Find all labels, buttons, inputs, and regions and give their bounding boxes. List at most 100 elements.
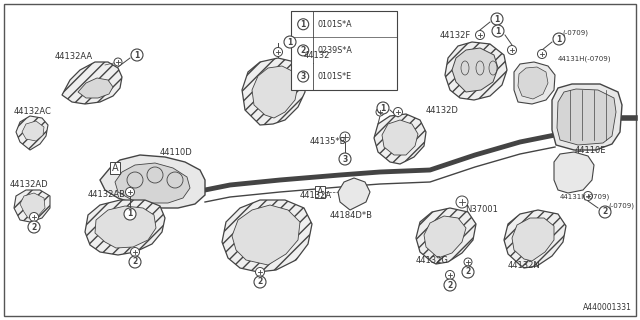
Polygon shape (514, 62, 555, 104)
Polygon shape (504, 210, 566, 268)
Polygon shape (62, 62, 122, 104)
Polygon shape (512, 218, 554, 261)
Polygon shape (557, 89, 616, 145)
Circle shape (377, 102, 389, 114)
Polygon shape (85, 200, 165, 255)
Text: 2: 2 (31, 222, 36, 231)
Text: 1: 1 (494, 14, 500, 23)
Polygon shape (552, 84, 622, 150)
Circle shape (464, 258, 472, 266)
Polygon shape (16, 116, 48, 150)
Polygon shape (374, 114, 426, 164)
Text: 3: 3 (301, 72, 306, 81)
Polygon shape (95, 206, 156, 248)
Polygon shape (452, 48, 498, 92)
Text: 1: 1 (301, 20, 306, 29)
Circle shape (273, 47, 282, 57)
Polygon shape (382, 120, 418, 155)
Text: 2: 2 (447, 281, 452, 290)
Circle shape (298, 45, 308, 56)
Circle shape (538, 50, 547, 59)
Text: 44132D: 44132D (426, 106, 459, 115)
Circle shape (29, 212, 38, 221)
Text: 44184D*B: 44184D*B (330, 211, 373, 220)
Text: 44132AB: 44132AB (88, 190, 126, 199)
Text: 2: 2 (301, 46, 306, 55)
Text: A: A (112, 163, 118, 173)
Polygon shape (222, 200, 312, 272)
Polygon shape (445, 42, 507, 100)
Circle shape (584, 191, 593, 201)
Text: 0239S*A: 0239S*A (317, 46, 352, 55)
Text: 2: 2 (132, 258, 138, 267)
Circle shape (553, 33, 565, 45)
Bar (291, 11, 397, 90)
Polygon shape (424, 216, 466, 258)
Polygon shape (416, 208, 476, 264)
Text: 44132AA: 44132AA (55, 52, 93, 61)
Circle shape (340, 132, 350, 142)
Text: 0101S*A: 0101S*A (317, 20, 352, 29)
Text: 44132F: 44132F (440, 31, 471, 40)
Circle shape (125, 188, 134, 196)
Text: 44131I(-0709): 44131I(-0709) (560, 194, 611, 200)
Circle shape (394, 108, 403, 116)
Polygon shape (242, 58, 305, 125)
Polygon shape (100, 155, 205, 208)
Circle shape (298, 71, 308, 82)
Circle shape (131, 247, 140, 257)
Text: (-0709): (-0709) (608, 203, 634, 209)
Text: 44132A: 44132A (300, 191, 332, 200)
Circle shape (599, 206, 611, 218)
Text: 1: 1 (127, 210, 132, 219)
Text: 1: 1 (380, 103, 386, 113)
Text: 0101S*E: 0101S*E (317, 72, 351, 81)
Polygon shape (115, 163, 190, 203)
Text: N37001: N37001 (465, 205, 498, 214)
Text: A: A (317, 187, 323, 197)
Circle shape (114, 58, 122, 66)
Circle shape (131, 49, 143, 61)
Circle shape (254, 276, 266, 288)
Polygon shape (22, 121, 44, 141)
Text: 1: 1 (134, 51, 140, 60)
Polygon shape (554, 152, 594, 193)
Polygon shape (252, 66, 298, 118)
Circle shape (124, 208, 136, 220)
Text: 44132AD: 44132AD (10, 180, 49, 189)
Circle shape (444, 279, 456, 291)
Polygon shape (232, 205, 300, 265)
Circle shape (508, 45, 516, 54)
Circle shape (492, 25, 504, 37)
Text: (-0709): (-0709) (562, 29, 588, 36)
Polygon shape (338, 178, 370, 210)
Text: 1: 1 (556, 35, 562, 44)
Circle shape (284, 36, 296, 48)
Text: 44132: 44132 (304, 51, 330, 60)
Text: 44110D: 44110D (160, 148, 193, 157)
Text: A440001331: A440001331 (583, 303, 632, 312)
Polygon shape (14, 190, 50, 222)
Circle shape (445, 270, 454, 279)
Text: 1: 1 (495, 27, 500, 36)
Circle shape (462, 266, 474, 278)
Circle shape (129, 256, 141, 268)
Text: 2: 2 (602, 207, 607, 217)
Polygon shape (518, 67, 548, 99)
Circle shape (491, 13, 503, 25)
Circle shape (456, 196, 468, 208)
Text: 1: 1 (287, 37, 292, 46)
Circle shape (339, 153, 351, 165)
Circle shape (376, 108, 384, 116)
Text: 3: 3 (342, 155, 348, 164)
Text: 2: 2 (257, 277, 262, 286)
Circle shape (298, 19, 308, 30)
Circle shape (28, 221, 40, 233)
Text: 44132G: 44132G (416, 256, 449, 265)
Circle shape (255, 268, 264, 276)
Text: 2: 2 (465, 268, 470, 276)
Text: 44132AC: 44132AC (14, 107, 52, 116)
Polygon shape (20, 193, 45, 218)
Text: 44135*B: 44135*B (310, 137, 346, 146)
Circle shape (476, 30, 484, 39)
